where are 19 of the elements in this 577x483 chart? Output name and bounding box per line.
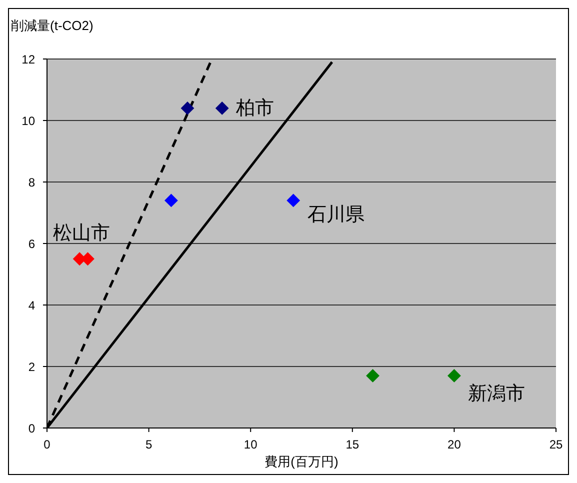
x-tick-label: 5 <box>145 438 152 452</box>
x-tick-label: 25 <box>549 438 563 452</box>
annotation: 柏市 <box>235 97 274 120</box>
annotation: 新潟市 <box>468 382 526 405</box>
y-axis-title: 削減量(t-CO2) <box>11 17 94 35</box>
annotation: 石川県 <box>307 204 364 226</box>
x-tick-label: 10 <box>244 438 258 452</box>
y-tick-label: 2 <box>28 360 36 374</box>
y-tick-label: 6 <box>28 236 36 251</box>
y-tick-label: 8 <box>28 175 36 190</box>
y-tick-label: 4 <box>28 298 36 312</box>
y-tick-label: 12 <box>22 52 36 66</box>
annotation: 松山市 <box>53 222 110 244</box>
y-tick-label: 0 <box>28 421 36 436</box>
y-tick-label: 10 <box>22 114 36 128</box>
x-tick-label: 20 <box>448 438 462 452</box>
x-tick-label: 0 <box>44 438 51 452</box>
x-axis-title: 費用(百万円) <box>264 454 338 469</box>
x-tick-label: 15 <box>346 438 360 452</box>
